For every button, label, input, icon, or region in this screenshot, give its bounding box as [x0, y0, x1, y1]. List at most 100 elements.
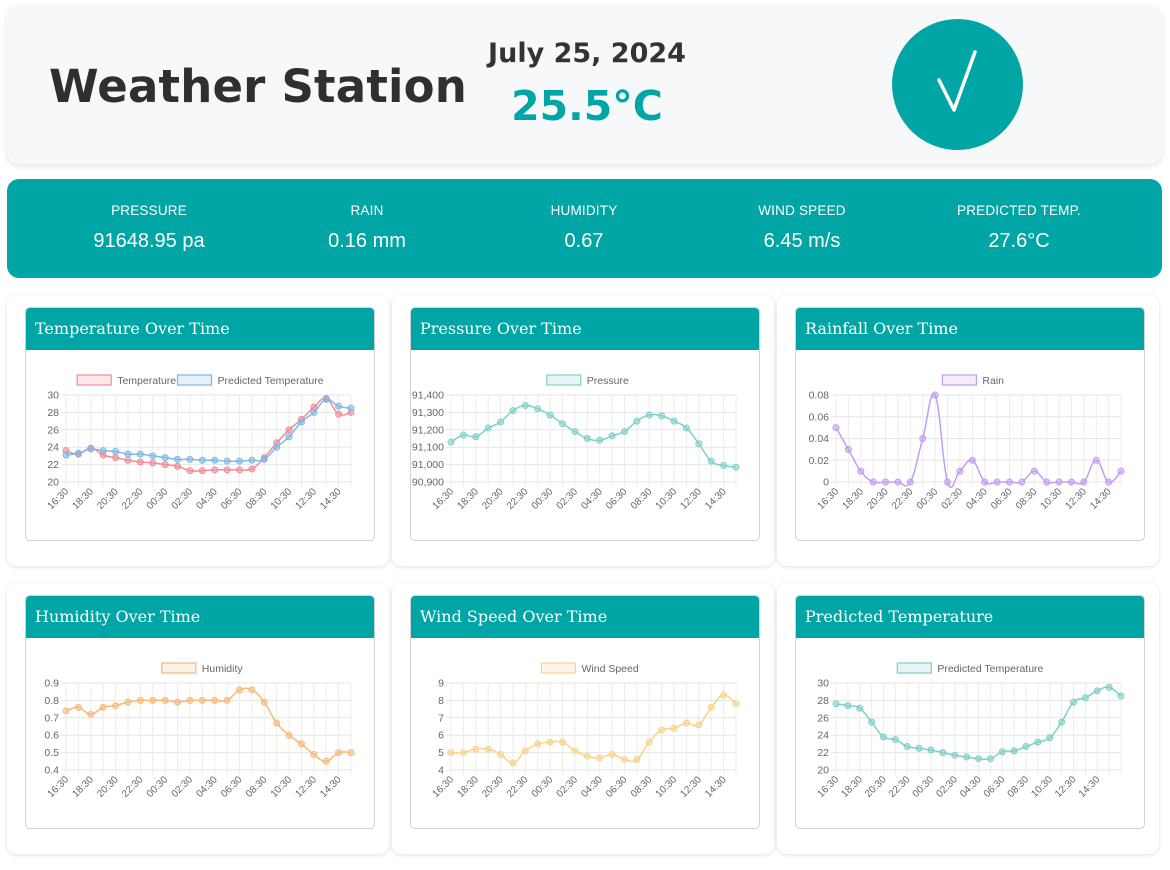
data-point — [484, 424, 492, 432]
data-point — [670, 724, 678, 732]
chart-panel-humidity: Humidity Over Time Humidity 0.4 0.5 0.6 0.7 0… — [7, 583, 389, 854]
data-point — [74, 449, 82, 457]
data-point — [273, 443, 281, 451]
data-point — [903, 743, 911, 751]
data-point — [1022, 743, 1030, 751]
data-point — [198, 456, 206, 464]
legend-swatch — [941, 374, 977, 386]
data-point — [335, 402, 343, 410]
x-tick-label: 16:30 — [431, 486, 457, 512]
data-point — [1055, 478, 1063, 486]
x-tick-label: 04:30 — [194, 486, 220, 512]
x-tick-label: 06:30 — [604, 486, 630, 512]
data-point — [285, 433, 293, 441]
x-tick-label: 04:30 — [579, 486, 605, 512]
data-point — [447, 749, 455, 757]
data-point — [645, 411, 653, 419]
x-tick-label: 20:30 — [95, 774, 121, 800]
x-tick-label: 00:30 — [530, 486, 556, 512]
data-point — [682, 719, 690, 727]
data-point — [956, 467, 964, 475]
data-point — [285, 731, 293, 739]
legend-label: Predicted Temperature — [218, 375, 324, 387]
data-point — [998, 748, 1006, 756]
legend-label: Wind Speed — [582, 663, 639, 675]
x-tick-label: 22:30 — [887, 774, 913, 800]
data-point — [880, 733, 887, 741]
data-point — [583, 435, 591, 442]
legend-item: Pressure — [546, 374, 629, 387]
data-point — [882, 478, 890, 486]
x-tick-label: 06:30 — [219, 486, 245, 512]
chart-title: Wind Speed Over Time — [411, 596, 759, 638]
x-tick-label: 02:30 — [934, 774, 960, 800]
legend-swatch — [176, 374, 213, 386]
x-tick-label: 00:30 — [145, 486, 171, 512]
stat-label: PRESSURE — [111, 203, 187, 218]
y-tick-label: 4 — [438, 765, 444, 777]
legend-label: Humidity — [202, 663, 244, 675]
data-point — [74, 703, 82, 711]
data-point — [161, 461, 169, 469]
legend-item: Predicted Temperature — [176, 374, 324, 387]
chart-legend: Rain — [941, 374, 1004, 387]
data-point — [310, 750, 318, 758]
data-point — [919, 435, 927, 442]
x-tick-label: 22:30 — [120, 486, 146, 512]
y-tick-label: 7 — [438, 712, 444, 724]
data-point — [732, 700, 740, 708]
y-tick-label: 0.9 — [44, 678, 59, 690]
data-point — [1093, 687, 1101, 695]
data-point — [497, 418, 505, 426]
x-tick-label: 20:30 — [95, 486, 121, 512]
y-tick-label: 0.08 — [809, 390, 830, 402]
data-point — [894, 478, 902, 486]
data-point — [670, 417, 678, 425]
data-point — [136, 450, 144, 458]
data-point — [571, 428, 579, 436]
x-tick-label: 04:30 — [964, 486, 990, 512]
x-tick-label: 04:30 — [194, 774, 220, 800]
data-point — [1117, 692, 1125, 700]
y-tick-label: 22 — [817, 747, 829, 759]
data-point — [596, 436, 604, 444]
stat-label: PREDICTED TEMP. — [956, 203, 1082, 218]
data-point — [939, 749, 947, 757]
data-point — [720, 691, 728, 699]
data-point — [968, 456, 976, 464]
x-tick-label: 16:30 — [46, 774, 72, 800]
data-point — [223, 466, 231, 474]
data-point — [497, 750, 505, 758]
data-point — [484, 745, 492, 753]
stat-value: 27.6°C — [988, 230, 1050, 252]
x-tick-label: 16:30 — [816, 774, 842, 800]
stat-value: 91648.95 pa — [93, 230, 205, 252]
stat-label: HUMIDITY — [550, 203, 618, 218]
data-point — [235, 457, 243, 465]
y-tick-label: 91,200 — [412, 424, 444, 436]
data-point — [620, 428, 628, 436]
data-point — [944, 478, 952, 486]
stats-bar: PRESSURE 91648.95 pa RAIN 0.16 mm HUMIDI… — [7, 179, 1162, 278]
data-point — [112, 454, 120, 462]
y-tick-label: 9 — [438, 678, 444, 690]
x-tick-label: 06:30 — [989, 486, 1015, 512]
x-tick-label: 16:30 — [816, 486, 842, 512]
data-point — [124, 698, 132, 706]
data-point — [546, 738, 554, 746]
x-tick-label: 10:30 — [269, 774, 295, 800]
data-point — [297, 418, 305, 426]
data-point — [596, 754, 604, 762]
x-tick-label: 12:30 — [678, 486, 704, 512]
x-tick-label: 08:30 — [1014, 486, 1040, 512]
y-tick-label: 91,000 — [412, 459, 444, 471]
x-tick-label: 18:30 — [70, 486, 96, 512]
x-tick-label: 08:30 — [244, 486, 270, 512]
x-tick-label: 00:30 — [911, 774, 937, 800]
data-point — [534, 405, 542, 413]
y-tick-label: 0.02 — [809, 455, 830, 467]
y-tick-label: 26 — [817, 712, 829, 724]
data-point — [447, 438, 455, 446]
data-point — [459, 431, 467, 439]
data-point — [682, 424, 690, 432]
